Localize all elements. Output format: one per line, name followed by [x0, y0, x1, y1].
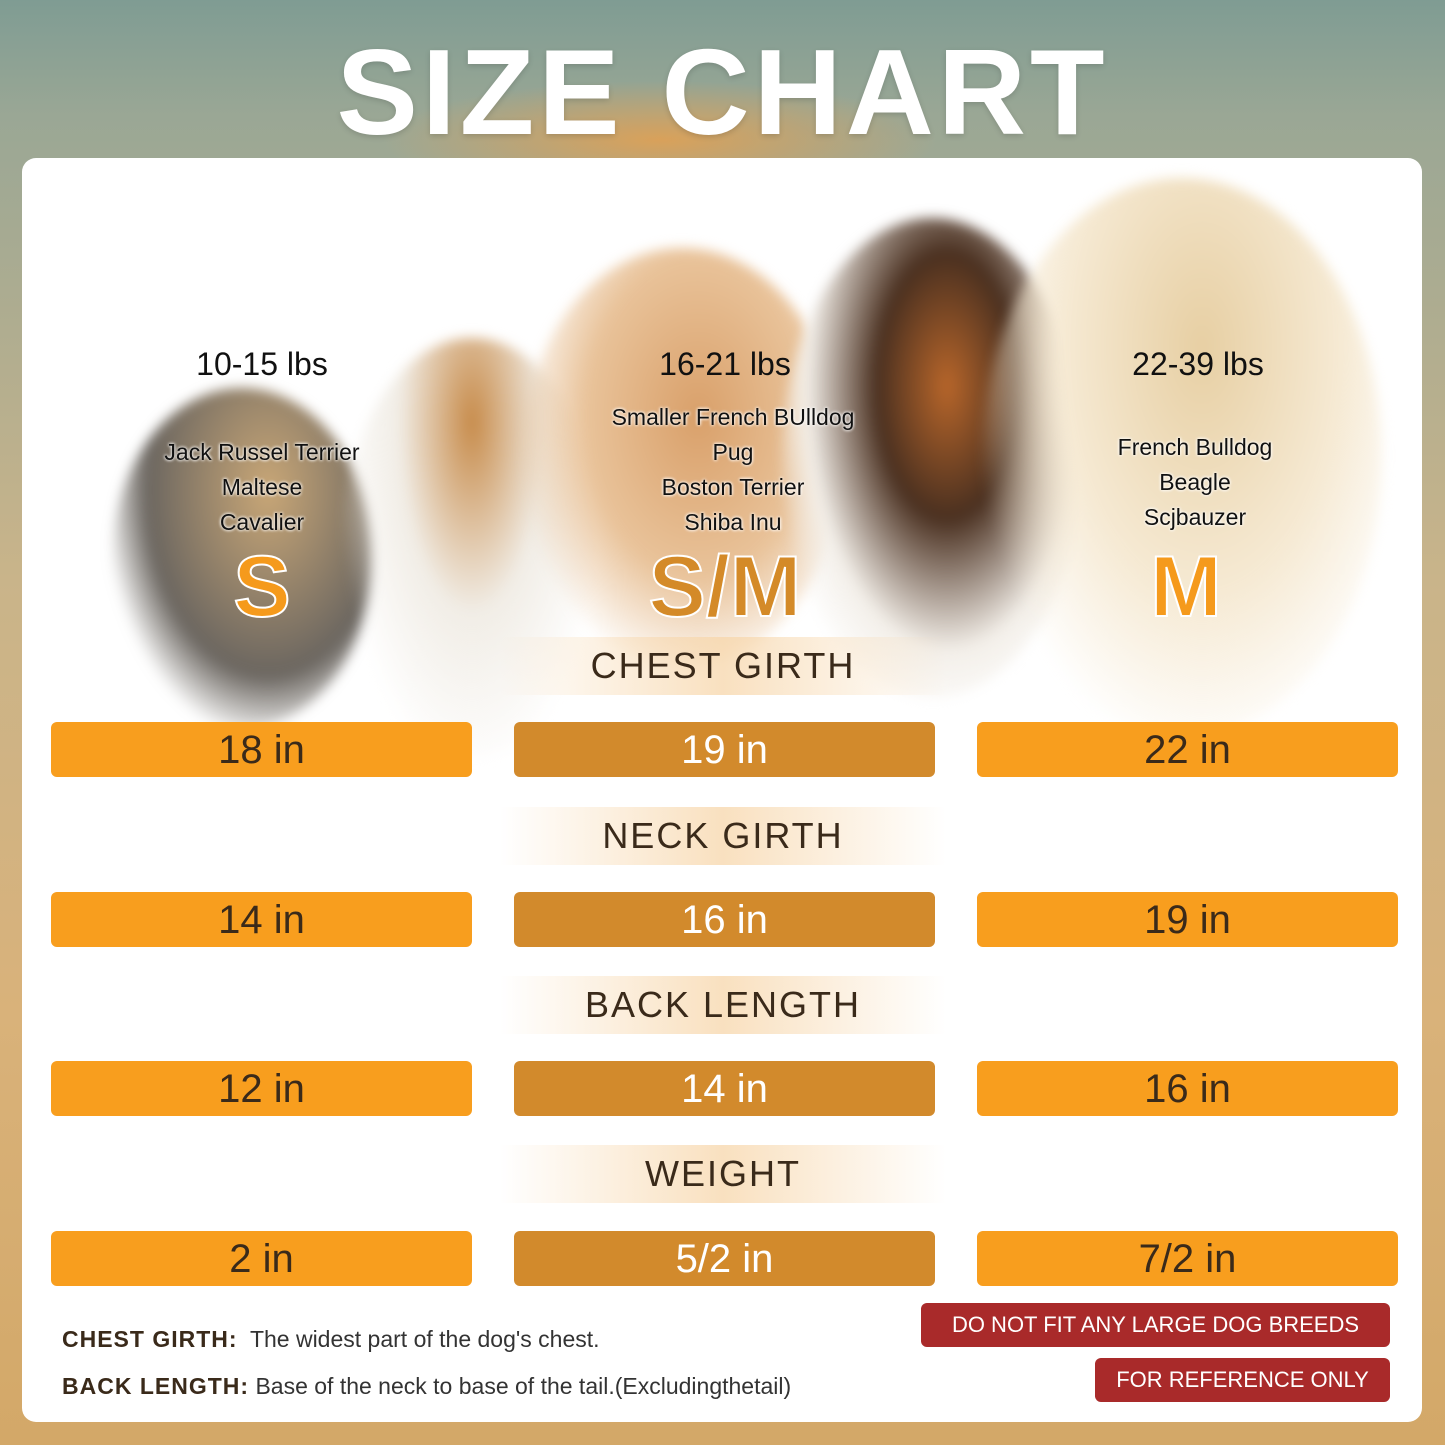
weight-s: 2 in: [51, 1231, 472, 1286]
breed: Boston Terrier: [661, 474, 805, 500]
size-label-sm: S/M: [648, 538, 803, 636]
measurement-label-weight: WEIGHT: [500, 1145, 946, 1203]
yorkie-dog-image: [112, 388, 372, 728]
weight-range-sm: 16-21 lbs: [659, 346, 791, 382]
note-chest-girth: CHEST GIRTH: The widest part of the dog'…: [62, 1326, 600, 1353]
warning-badge-large-breeds: DO NOT FIT ANY LARGE DOG BREEDS: [921, 1303, 1390, 1347]
breed: Maltese: [221, 474, 303, 500]
note-term: CHEST GIRTH:: [62, 1326, 238, 1352]
breed: Beagle: [1159, 469, 1231, 495]
weight-range-s: 10-15 lbs: [196, 346, 328, 382]
labrador-dog-image: [982, 178, 1382, 738]
measurement-label-back-length: BACK LENGTH: [500, 976, 946, 1034]
note-text: The widest part of the dog's chest.: [249, 1326, 600, 1352]
measurement-label-neck-girth: NECK GIRTH: [500, 807, 946, 865]
weight-range-m: 22-39 lbs: [1132, 346, 1264, 382]
breed: Smaller French BUlldog: [611, 404, 855, 430]
breed-list-m: French Bulldog Beagle Scjbauzer: [1035, 430, 1355, 535]
warning-badge-reference-only: FOR REFERENCE ONLY: [1095, 1358, 1390, 1402]
neck-girth-m: 19 in: [977, 892, 1398, 947]
chest-girth-sm: 19 in: [514, 722, 935, 777]
measurement-label-chest-girth: CHEST GIRTH: [500, 637, 946, 695]
note-back-length: BACK LENGTH: Base of the neck to base of…: [62, 1373, 791, 1400]
note-term: BACK LENGTH:: [62, 1373, 250, 1399]
breed: Shiba Inu: [684, 509, 782, 535]
size-label-s: S: [232, 538, 291, 636]
size-label-m: M: [1149, 538, 1223, 636]
neck-girth-sm: 16 in: [514, 892, 935, 947]
weight-m: 7/2 in: [977, 1231, 1398, 1286]
page-title: SIZE CHART: [336, 24, 1109, 160]
back-length-s: 12 in: [51, 1061, 472, 1116]
weight-sm: 5/2 in: [514, 1231, 935, 1286]
chest-girth-s: 18 in: [51, 722, 472, 777]
size-chart-card: 10-15 lbs 16-21 lbs 22-39 lbs Jack Russe…: [22, 158, 1422, 1422]
back-length-sm: 14 in: [514, 1061, 935, 1116]
breed: Scjbauzer: [1143, 504, 1247, 530]
neck-girth-s: 14 in: [51, 892, 472, 947]
breed-list-sm: Smaller French BUlldog Pug Boston Terrie…: [573, 400, 893, 540]
breed: Jack Russel Terrier: [164, 439, 360, 465]
breed: Cavalier: [219, 509, 305, 535]
breed-list-s: Jack Russel Terrier Maltese Cavalier: [102, 435, 422, 540]
breed: Pug: [712, 439, 754, 465]
back-length-m: 16 in: [977, 1061, 1398, 1116]
note-text: Base of the neck to base of the tail.(Ex…: [255, 1373, 792, 1399]
breed: French Bulldog: [1117, 434, 1273, 460]
chest-girth-m: 22 in: [977, 722, 1398, 777]
